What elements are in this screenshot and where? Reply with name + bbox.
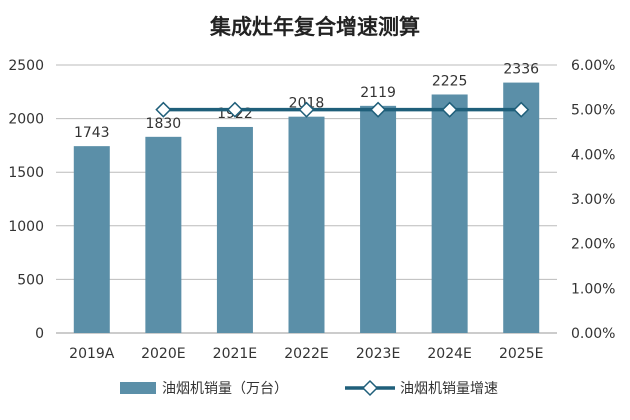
bar — [360, 105, 397, 333]
bar — [145, 136, 182, 333]
data-label: 1830 — [146, 116, 182, 132]
x-tick-label: 2024E — [427, 346, 471, 362]
right-tick-label: 1.00% — [571, 281, 615, 297]
left-tick-label: 1500 — [8, 165, 44, 181]
right-tick-label: 3.00% — [571, 192, 615, 208]
left-tick-label: 2000 — [8, 112, 44, 128]
legend-label: 油烟机销量增速 — [400, 381, 498, 397]
legend-bar-swatch — [120, 382, 156, 394]
left-tick-label: 1000 — [8, 219, 44, 235]
bar — [73, 146, 110, 333]
data-label: 2336 — [503, 62, 539, 78]
legend-label: 油烟机销量（万台） — [162, 381, 288, 397]
data-label: 2225 — [432, 73, 468, 89]
line-marker — [298, 101, 315, 118]
line-marker — [155, 101, 172, 118]
data-label: 2119 — [360, 85, 396, 101]
bar — [431, 94, 468, 333]
data-label: 1743 — [74, 125, 110, 141]
x-tick-label: 2021E — [213, 346, 257, 362]
bar — [288, 116, 325, 333]
left-tick-label: 500 — [17, 272, 44, 288]
x-tick-label: 2019A — [69, 346, 115, 362]
legend-diamond-icon — [361, 379, 379, 397]
right-tick-label: 6.00% — [571, 58, 615, 74]
right-tick-label: 5.00% — [571, 103, 615, 119]
chart-title: 集成灶年复合增速测算 — [209, 15, 420, 39]
x-tick-label: 2025E — [499, 346, 543, 362]
x-tick-label: 2022E — [284, 346, 328, 362]
line-marker — [370, 101, 387, 118]
x-tick-label: 2020E — [141, 346, 185, 362]
left-tick-label: 0 — [35, 326, 44, 342]
left-tick-label: 2500 — [8, 58, 44, 74]
bar — [503, 82, 540, 333]
line-marker — [226, 101, 243, 118]
line-marker — [513, 101, 530, 118]
x-tick-label: 2023E — [356, 346, 400, 362]
bar — [216, 126, 253, 333]
right-tick-label: 4.00% — [571, 147, 615, 163]
right-tick-label: 0.00% — [571, 326, 615, 342]
line-marker — [441, 101, 458, 118]
right-tick-label: 2.00% — [571, 237, 615, 253]
